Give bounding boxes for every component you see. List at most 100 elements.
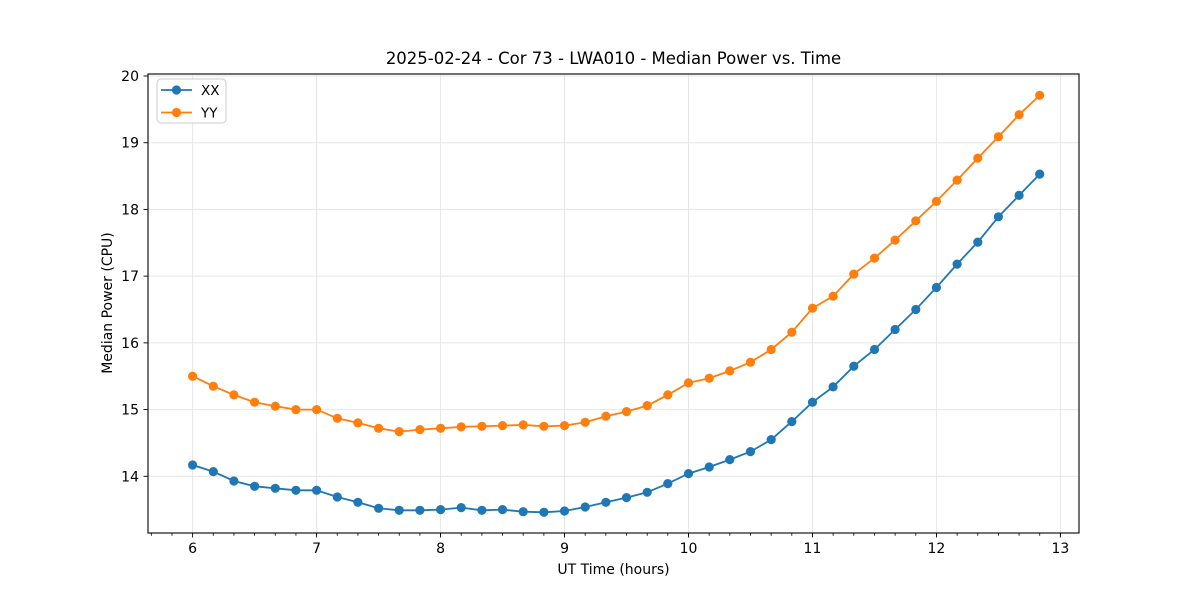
- data-point: [890, 235, 900, 245]
- data-point: [993, 132, 1004, 142]
- data-point: [725, 366, 735, 376]
- data-point: [787, 327, 797, 337]
- data-point: [973, 153, 983, 163]
- data-point: [704, 373, 714, 383]
- legend: XX YY: [156, 78, 227, 124]
- data-point: [1014, 190, 1024, 200]
- data-point: [683, 469, 694, 479]
- data-point: [539, 507, 549, 517]
- x-tick-label: 13: [1051, 541, 1069, 557]
- data-point: [332, 492, 342, 502]
- series-XX: [188, 169, 1045, 517]
- data-point: [807, 303, 818, 313]
- data-point: [828, 291, 838, 301]
- y-tick-label: 20: [121, 69, 139, 85]
- data-point: [973, 237, 983, 247]
- data-point: [270, 401, 280, 411]
- data-point: [787, 417, 797, 427]
- data-point: [993, 212, 1004, 222]
- data-point: [642, 401, 652, 411]
- data-point: [229, 390, 239, 400]
- data-point: [477, 505, 487, 515]
- data-point: [766, 344, 776, 355]
- data-point: [456, 422, 466, 432]
- data-point: [849, 269, 859, 279]
- legend-label: YY: [200, 106, 218, 122]
- x-tick-label: 11: [804, 541, 822, 557]
- data-point: [497, 505, 508, 515]
- x-tick-label: 7: [312, 541, 321, 557]
- y-tick-label: 16: [121, 336, 139, 352]
- data-point: [952, 259, 962, 269]
- data-point: [436, 423, 446, 433]
- data-point: [415, 505, 425, 515]
- data-point: [663, 479, 673, 489]
- data-point: [312, 405, 322, 415]
- series-YY: [188, 90, 1045, 437]
- data-point: [353, 497, 363, 507]
- chart-title: 2025-02-24 - Cor 73 - LWA010 - Median Po…: [385, 49, 842, 68]
- data-point: [188, 371, 198, 381]
- y-tick-label: 17: [121, 269, 139, 285]
- data-point: [208, 381, 218, 391]
- data-point: [931, 196, 942, 206]
- x-tick-label: 10: [680, 541, 698, 557]
- data-point: [952, 175, 962, 185]
- data-point: [580, 417, 590, 427]
- data-point: [250, 397, 260, 407]
- data-point: [374, 503, 384, 513]
- data-point: [601, 497, 611, 507]
- legend-label: XX: [201, 83, 220, 99]
- data-point: [477, 421, 487, 431]
- data-point: [766, 435, 776, 445]
- data-point: [229, 476, 239, 486]
- y-tick-label: 15: [121, 403, 139, 419]
- data-point: [332, 413, 342, 423]
- data-point: [250, 481, 260, 491]
- data-point: [663, 390, 673, 400]
- data-point: [890, 324, 900, 335]
- data-point: [745, 447, 756, 457]
- y-axis-label: Median Power (CPU): [100, 232, 116, 374]
- data-point: [497, 421, 508, 431]
- data-point: [518, 507, 528, 517]
- data-point: [580, 502, 590, 512]
- x-axis-label: UT Time (hours): [557, 562, 670, 578]
- data-point: [415, 425, 425, 435]
- data-point: [869, 344, 880, 355]
- grid: [148, 74, 1079, 533]
- data-point: [828, 382, 838, 392]
- data-point: [188, 460, 198, 470]
- data-point: [559, 421, 570, 431]
- data-point: [353, 418, 363, 428]
- plot-border: [147, 73, 1080, 534]
- data-point: [725, 455, 735, 465]
- data-point: [436, 505, 446, 515]
- data-point: [456, 503, 466, 513]
- data-point: [374, 423, 384, 433]
- data-point: [1035, 90, 1045, 100]
- data-point: [559, 506, 570, 516]
- y-tick-label: 19: [121, 136, 139, 152]
- x-tick-label: 12: [928, 541, 946, 557]
- legend-entry-XX: XX: [161, 83, 220, 99]
- data-point: [621, 493, 632, 503]
- data-point: [601, 411, 611, 421]
- x-tick-label: 8: [436, 541, 445, 557]
- data-point: [539, 421, 549, 431]
- data-point: [621, 407, 632, 417]
- data-point: [208, 467, 218, 477]
- y-tick-label: 14: [121, 469, 139, 485]
- data-point: [394, 427, 404, 437]
- data-point: [518, 420, 528, 430]
- x-ticks: 6 7 8 9 10 11 12 13: [188, 533, 1069, 557]
- data-point: [291, 405, 301, 415]
- data-point: [849, 361, 859, 371]
- data-point: [683, 378, 694, 388]
- data-point: [1014, 110, 1024, 120]
- legend-entry-YY: YY: [161, 106, 218, 122]
- data-point: [291, 485, 301, 495]
- data-point: [642, 487, 652, 497]
